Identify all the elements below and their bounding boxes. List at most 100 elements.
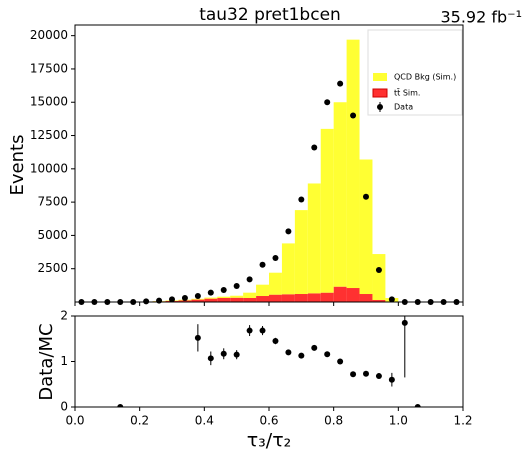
data-point	[169, 296, 175, 303]
hist-bar	[359, 159, 373, 295]
hist-bar	[269, 272, 282, 295]
hist-bar	[204, 298, 218, 302]
legend-label: tt̄ Sim.	[394, 87, 420, 97]
hist-bar	[230, 295, 244, 298]
data-point	[207, 289, 214, 296]
y-tick-label: 5000	[37, 228, 68, 242]
data-point	[375, 267, 382, 274]
hist-bar	[320, 128, 334, 293]
data-point	[233, 283, 240, 290]
data-point	[363, 193, 369, 200]
ratio-point	[233, 351, 240, 358]
hist-bar	[230, 297, 244, 302]
ratio-point	[259, 327, 266, 334]
hist-bar	[243, 292, 257, 299]
y-tick-label: 1	[60, 354, 68, 368]
y-tick-label: 10000	[30, 161, 68, 175]
hist-bar	[281, 243, 295, 295]
data-point	[143, 298, 150, 305]
y-tick-label: 12500	[30, 128, 68, 142]
ratio-point	[194, 334, 201, 341]
data-point	[350, 112, 357, 119]
legend-swatch	[372, 88, 388, 98]
ratio-point	[272, 338, 279, 345]
ratio-y-axis-label: Data/MC	[36, 323, 57, 400]
legend	[367, 29, 463, 116]
y-tick-label: 7500	[37, 195, 68, 209]
ratio-point	[388, 376, 395, 383]
chart-title: tau32 pret1bcen	[199, 5, 341, 25]
data-point	[246, 276, 253, 283]
ratio-point	[311, 344, 318, 351]
ratio-point	[298, 352, 305, 359]
hist-bar	[333, 286, 347, 302]
hist-bar	[256, 296, 269, 302]
y-tick-label: 17500	[30, 61, 68, 75]
data-point	[311, 144, 318, 151]
data-point	[194, 293, 201, 300]
x-tick-label: 0.4	[195, 414, 214, 428]
x-axis-label: τ₃/τ₂	[247, 430, 292, 452]
hist-bar	[372, 254, 386, 301]
x-tick-label: 0.2	[130, 414, 149, 428]
hist-bar	[307, 183, 321, 294]
data-point	[324, 99, 331, 106]
ratio-point	[414, 404, 421, 407]
data-point	[259, 261, 266, 268]
ratio-point	[207, 355, 214, 362]
data-point	[220, 287, 227, 294]
hist-bar	[307, 293, 321, 302]
y-tick-label: 2500	[37, 261, 68, 275]
hist-bar	[346, 39, 360, 289]
x-tick-label: 0.8	[324, 414, 343, 428]
x-tick-label: 0.0	[65, 414, 84, 428]
hist-bar	[217, 296, 231, 299]
ratio-point	[401, 319, 408, 326]
hist-bar	[256, 284, 269, 297]
hist-bar	[217, 298, 231, 302]
ratio-point	[117, 404, 124, 407]
y-tick-label: 0	[60, 400, 68, 414]
y-tick-label: 15000	[30, 95, 68, 109]
data-point	[156, 297, 163, 304]
luminosity: 35.92 fb⁻¹	[440, 8, 522, 27]
data-point	[298, 196, 305, 203]
y-tick-label: 2	[60, 309, 68, 323]
legend-label: QCD Bkg (Sim.)	[394, 73, 456, 82]
hist-bar	[191, 299, 205, 302]
legend-label: Data	[394, 103, 413, 112]
hist-bar	[178, 300, 192, 302]
plot-area	[78, 39, 460, 305]
ratio-point	[375, 373, 382, 380]
legend-swatch	[373, 73, 387, 81]
data-point	[285, 228, 292, 235]
x-tick-label: 1.0	[389, 414, 408, 428]
data-point	[388, 296, 395, 303]
ratio-point	[363, 370, 369, 377]
hist-bar	[294, 294, 308, 302]
hist-bar	[372, 300, 386, 302]
ratio-points	[117, 316, 421, 407]
hist-bar	[191, 298, 205, 300]
x-tick-label: 0.6	[259, 414, 278, 428]
hist-bar	[320, 292, 334, 302]
ratio-point	[246, 327, 253, 334]
y-axis-label: Events	[7, 135, 28, 196]
ratio-point	[220, 350, 227, 357]
ratio-point	[285, 349, 292, 356]
y-tick-label: 20000	[30, 28, 68, 42]
x-tick-label: 1.2	[453, 414, 472, 428]
ratio-point	[337, 358, 344, 365]
data-point	[337, 80, 344, 87]
hist-bar	[281, 294, 295, 302]
hist-bar	[269, 294, 282, 302]
hist-bar	[204, 297, 218, 299]
ratio-point	[350, 371, 357, 378]
hist-bar	[294, 210, 308, 295]
hist-bar	[333, 102, 347, 287]
data-point	[272, 255, 279, 262]
hist-bar	[346, 288, 360, 302]
hist-bar	[243, 298, 257, 302]
